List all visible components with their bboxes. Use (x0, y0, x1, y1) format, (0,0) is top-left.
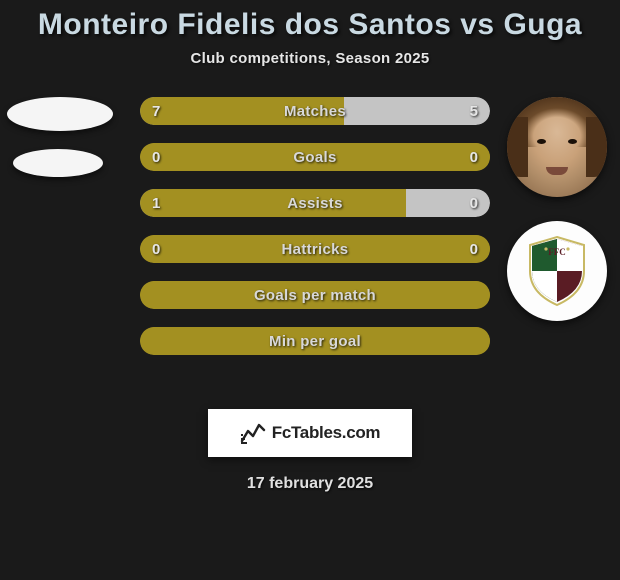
stat-value-right: 0 (470, 235, 478, 263)
stat-value-right: 5 (470, 97, 478, 125)
stat-value-left: 0 (152, 235, 160, 263)
stat-row: Goals per match (140, 281, 490, 309)
stat-value-left: 1 (152, 189, 160, 217)
page-title: Monteiro Fidelis dos Santos vs Guga (0, 8, 620, 42)
player-eyes-icon (507, 139, 607, 149)
club-shield-icon: FFC (526, 235, 588, 307)
stat-label: Assists (140, 189, 490, 217)
stat-row: Hattricks0 0 (140, 235, 490, 263)
brand-badge: FcTables.com (208, 409, 412, 457)
stat-label: Matches (140, 97, 490, 125)
stat-label: Goals per match (140, 281, 490, 309)
player-right-box: FFC (502, 97, 612, 321)
player-left-box (5, 97, 115, 195)
stat-row: Matches7 5 (140, 97, 490, 125)
page-subtitle: Club competitions, Season 2025 (0, 50, 620, 67)
stat-value-left: 7 (152, 97, 160, 125)
stat-value-right: 0 (470, 143, 478, 171)
brand-text: FcTables.com (272, 423, 381, 443)
date-text: 17 february 2025 (0, 475, 620, 493)
stat-row: Goals0 0 (140, 143, 490, 171)
stat-row: Min per goal (140, 327, 490, 355)
stat-row: Assists1 0 (140, 189, 490, 217)
comparison-card: Monteiro Fidelis dos Santos vs Guga Club… (0, 0, 620, 580)
player-right-avatar (507, 97, 607, 197)
stat-label: Hattricks (140, 235, 490, 263)
stat-label: Min per goal (140, 327, 490, 355)
player-left-club-placeholder (13, 149, 103, 177)
player-right-club-crest: FFC (507, 221, 607, 321)
stat-label: Goals (140, 143, 490, 171)
stat-value-right: 0 (470, 189, 478, 217)
stat-bars: Matches75Goals00Assists10Hattricks00Goal… (140, 97, 490, 373)
player-left-avatar-placeholder (7, 97, 113, 131)
brand-logo-icon (240, 421, 266, 445)
svg-text:FFC: FFC (548, 247, 566, 257)
stat-value-left: 0 (152, 143, 160, 171)
